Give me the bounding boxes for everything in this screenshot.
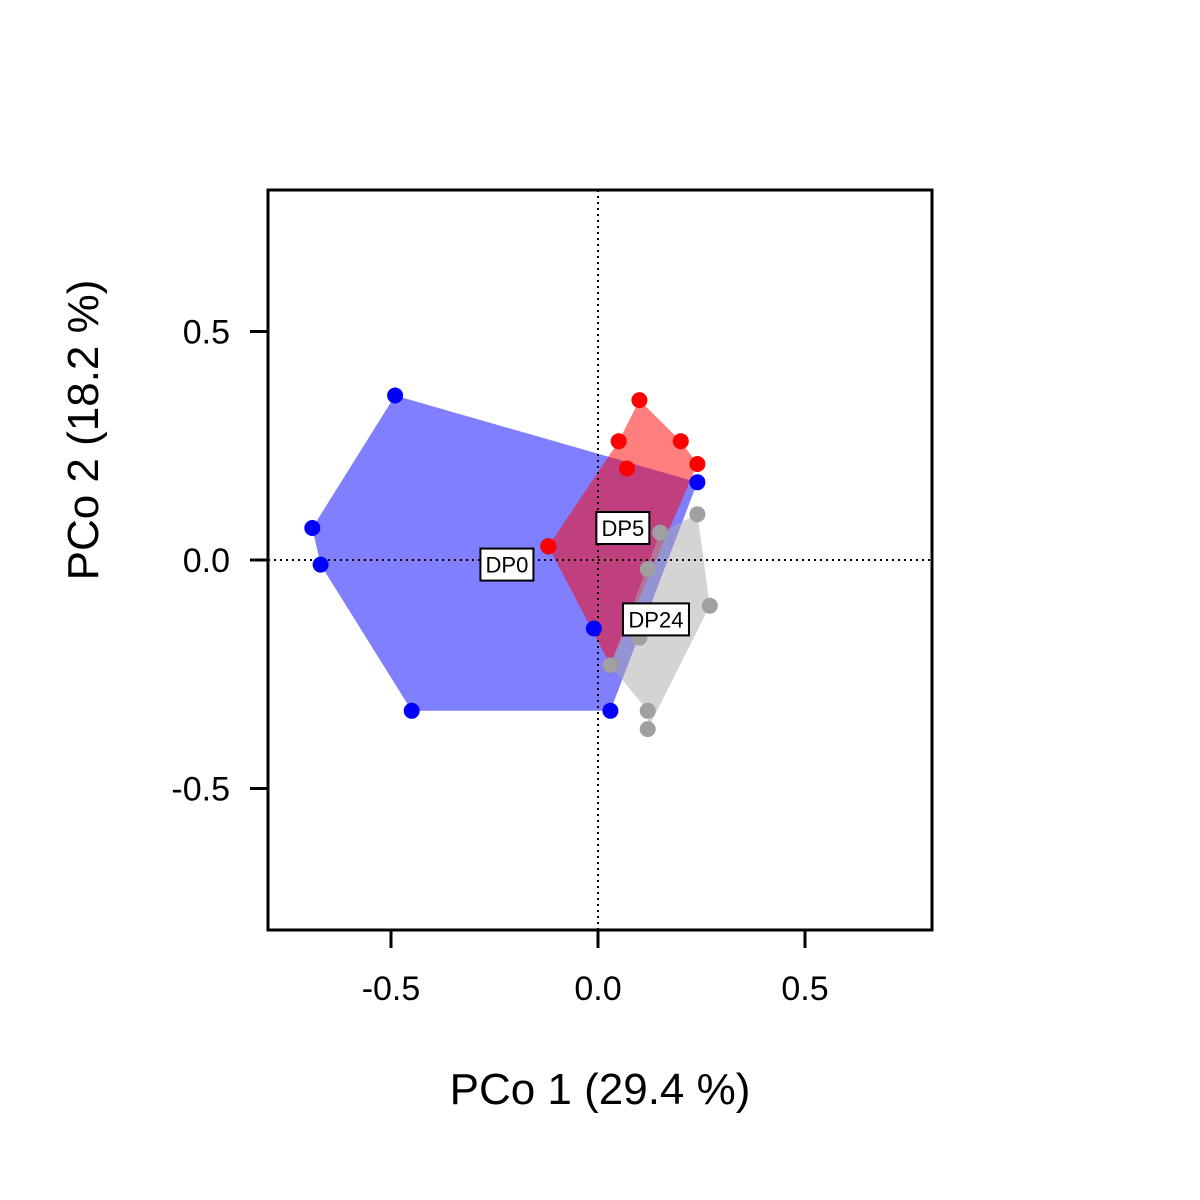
group-label-dp5: DP5 xyxy=(595,511,651,546)
point-dp24-3 xyxy=(701,597,718,614)
point-dp24-7 xyxy=(602,657,619,674)
point-dp0-0 xyxy=(387,387,404,404)
x-tick-label: 0.5 xyxy=(781,970,828,1008)
point-dp24-5 xyxy=(639,702,656,719)
group-label-dp0: DP0 xyxy=(479,547,535,582)
x-tick-label: 0.0 xyxy=(574,970,621,1008)
point-dp24-2 xyxy=(639,561,656,578)
group-label-text: DP24 xyxy=(628,607,683,632)
reference-lines xyxy=(268,190,932,930)
group-label-text: DP5 xyxy=(601,516,644,541)
group-labels: DP0 DP5 DP24 xyxy=(479,511,690,637)
point-dp24-0 xyxy=(689,506,706,523)
group-label-box xyxy=(595,511,651,546)
point-dp0-2 xyxy=(312,556,329,573)
y-tick-label: -0.5 xyxy=(171,771,230,809)
point-dp24-1 xyxy=(652,524,669,541)
y-axis-title: PCo 2 (18.2 %) xyxy=(59,280,108,581)
axis-ticks: -0.5 0.0 0.5 -0.5 0.0 0.5 xyxy=(171,314,828,1009)
point-dp0-4 xyxy=(602,702,619,719)
x-axis-title: PCo 1 (29.4 %) xyxy=(450,1065,751,1114)
data-points xyxy=(304,387,718,738)
point-dp24-6 xyxy=(639,721,656,738)
group-label-box xyxy=(479,547,535,582)
point-dp5-1 xyxy=(610,433,627,450)
group-label-dp24: DP24 xyxy=(621,602,690,637)
x-tick-label: -0.5 xyxy=(362,970,421,1008)
y-tick-label: 0.5 xyxy=(183,314,230,352)
point-dp0-1 xyxy=(304,520,321,536)
point-dp5-3 xyxy=(689,456,706,472)
point-dp5-2 xyxy=(672,433,689,450)
point-dp0-8 xyxy=(585,620,602,637)
point-dp0-3 xyxy=(403,702,420,719)
group-label-text: DP0 xyxy=(486,553,529,578)
point-dp0-5 xyxy=(689,474,706,491)
point-dp5-0 xyxy=(631,392,648,409)
group-label-box xyxy=(621,602,690,637)
point-dp5-5 xyxy=(540,538,557,555)
y-tick-label: 0.0 xyxy=(183,542,230,580)
point-dp5-4 xyxy=(619,460,635,477)
